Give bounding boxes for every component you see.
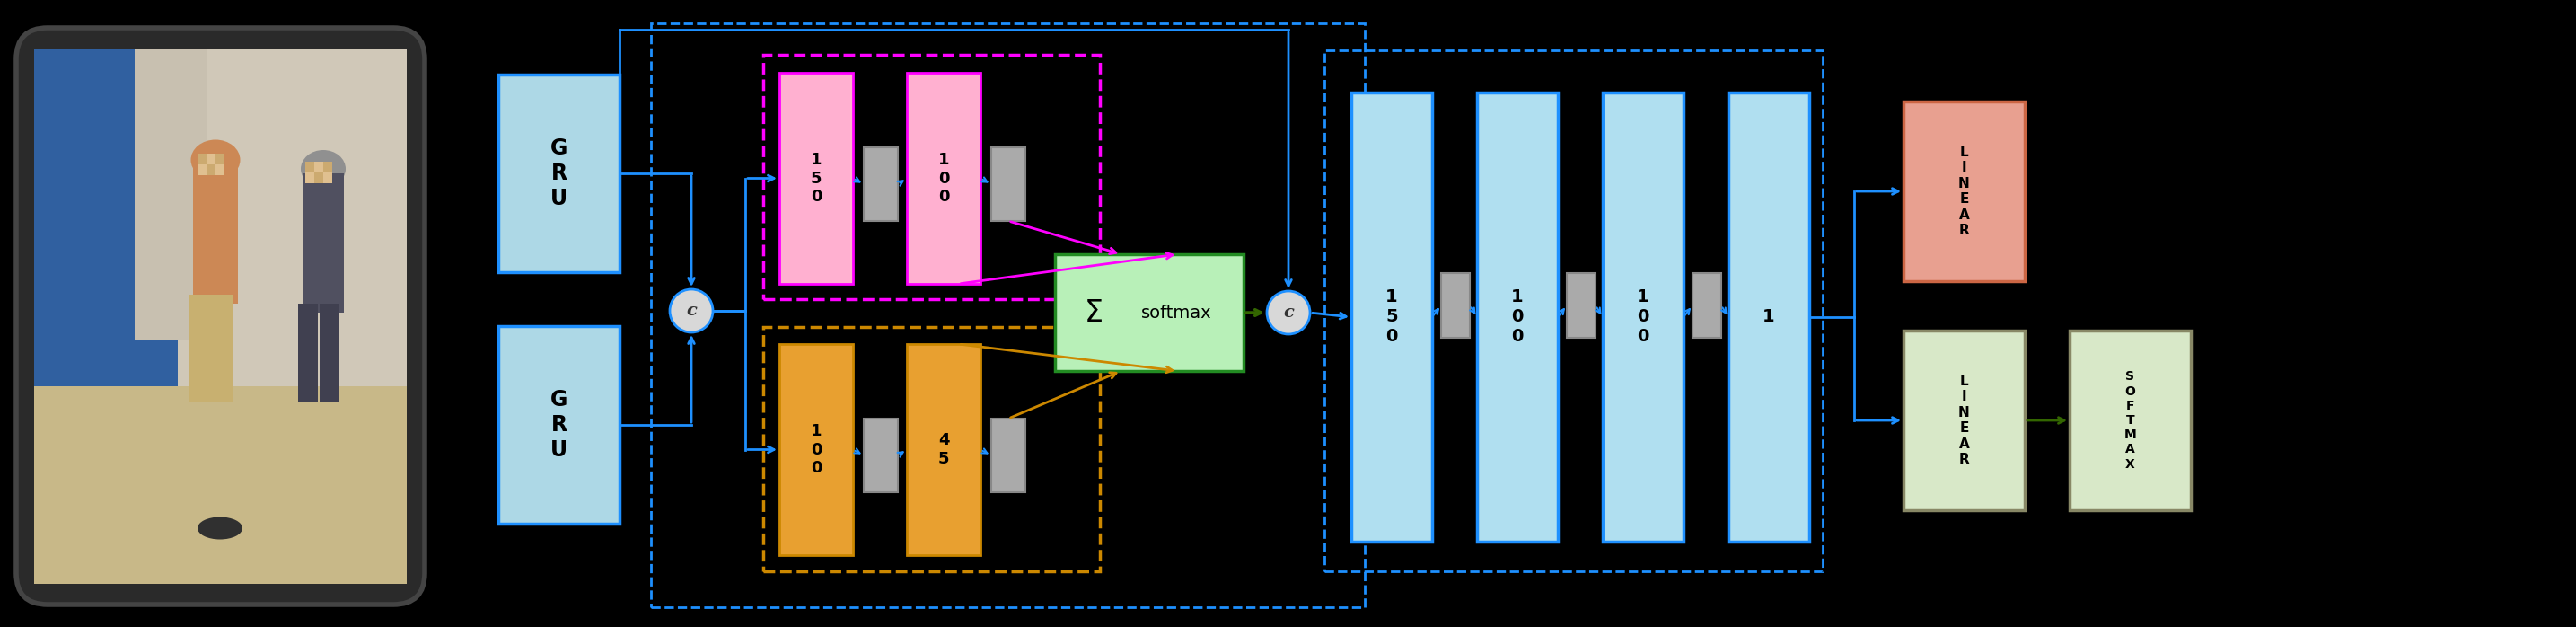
FancyBboxPatch shape (322, 162, 332, 172)
FancyBboxPatch shape (907, 73, 981, 284)
FancyBboxPatch shape (198, 164, 206, 175)
FancyBboxPatch shape (781, 73, 853, 284)
FancyBboxPatch shape (1476, 93, 1558, 542)
FancyBboxPatch shape (134, 48, 206, 340)
FancyBboxPatch shape (216, 154, 224, 164)
FancyBboxPatch shape (1728, 93, 1808, 542)
Text: L
I
N
E
A
R: L I N E A R (1958, 374, 1971, 466)
FancyBboxPatch shape (33, 48, 178, 386)
FancyBboxPatch shape (1904, 330, 2025, 510)
Circle shape (670, 289, 714, 332)
FancyBboxPatch shape (992, 147, 1025, 221)
Text: c: c (685, 303, 696, 319)
FancyBboxPatch shape (206, 154, 216, 164)
Text: 1
0
0: 1 0 0 (1512, 289, 1522, 345)
Text: L
I
N
E
A
R: L I N E A R (1958, 145, 1971, 237)
FancyBboxPatch shape (314, 172, 322, 183)
FancyBboxPatch shape (299, 303, 317, 403)
Text: 1
0
0: 1 0 0 (811, 423, 822, 477)
FancyBboxPatch shape (1692, 273, 1721, 338)
Circle shape (1267, 291, 1311, 334)
FancyBboxPatch shape (1440, 273, 1471, 338)
FancyBboxPatch shape (322, 172, 332, 183)
FancyBboxPatch shape (1056, 254, 1244, 371)
FancyBboxPatch shape (33, 48, 407, 584)
Ellipse shape (191, 140, 240, 180)
Text: S
O
F
T
M
A
X: S O F T M A X (2125, 371, 2136, 470)
FancyBboxPatch shape (307, 162, 332, 183)
FancyBboxPatch shape (307, 162, 314, 172)
FancyBboxPatch shape (304, 174, 343, 313)
FancyBboxPatch shape (319, 303, 340, 403)
FancyBboxPatch shape (2069, 330, 2190, 510)
FancyBboxPatch shape (863, 147, 899, 221)
FancyBboxPatch shape (314, 162, 322, 172)
Text: 1: 1 (1762, 308, 1775, 325)
Ellipse shape (301, 150, 345, 187)
FancyBboxPatch shape (198, 154, 206, 164)
FancyBboxPatch shape (193, 164, 237, 303)
FancyBboxPatch shape (188, 295, 211, 403)
FancyBboxPatch shape (1352, 93, 1432, 542)
FancyBboxPatch shape (1904, 102, 2025, 281)
Ellipse shape (198, 517, 242, 539)
FancyBboxPatch shape (497, 326, 621, 524)
Text: c: c (1283, 305, 1293, 320)
Text: $\Sigma$: $\Sigma$ (1084, 298, 1103, 327)
Text: 1
0
0: 1 0 0 (938, 152, 951, 205)
FancyBboxPatch shape (907, 344, 981, 555)
FancyBboxPatch shape (863, 419, 899, 492)
FancyBboxPatch shape (178, 48, 407, 386)
Text: G
R
U: G R U (551, 389, 567, 461)
FancyBboxPatch shape (781, 344, 853, 555)
FancyBboxPatch shape (1566, 273, 1595, 338)
Text: softmax: softmax (1141, 304, 1211, 321)
FancyBboxPatch shape (198, 154, 224, 175)
FancyBboxPatch shape (216, 164, 224, 175)
FancyBboxPatch shape (497, 75, 621, 272)
Text: 1
5
0: 1 5 0 (811, 152, 822, 205)
Text: G
R
U: G R U (551, 137, 567, 209)
FancyBboxPatch shape (992, 419, 1025, 492)
Text: 4
5: 4 5 (938, 432, 951, 467)
FancyBboxPatch shape (206, 164, 216, 175)
FancyBboxPatch shape (211, 295, 234, 403)
FancyBboxPatch shape (307, 172, 314, 183)
Text: 1
0
0: 1 0 0 (1636, 289, 1649, 345)
Text: 1
5
0: 1 5 0 (1386, 289, 1399, 345)
FancyBboxPatch shape (1602, 93, 1685, 542)
FancyBboxPatch shape (33, 386, 407, 584)
FancyBboxPatch shape (15, 28, 425, 604)
